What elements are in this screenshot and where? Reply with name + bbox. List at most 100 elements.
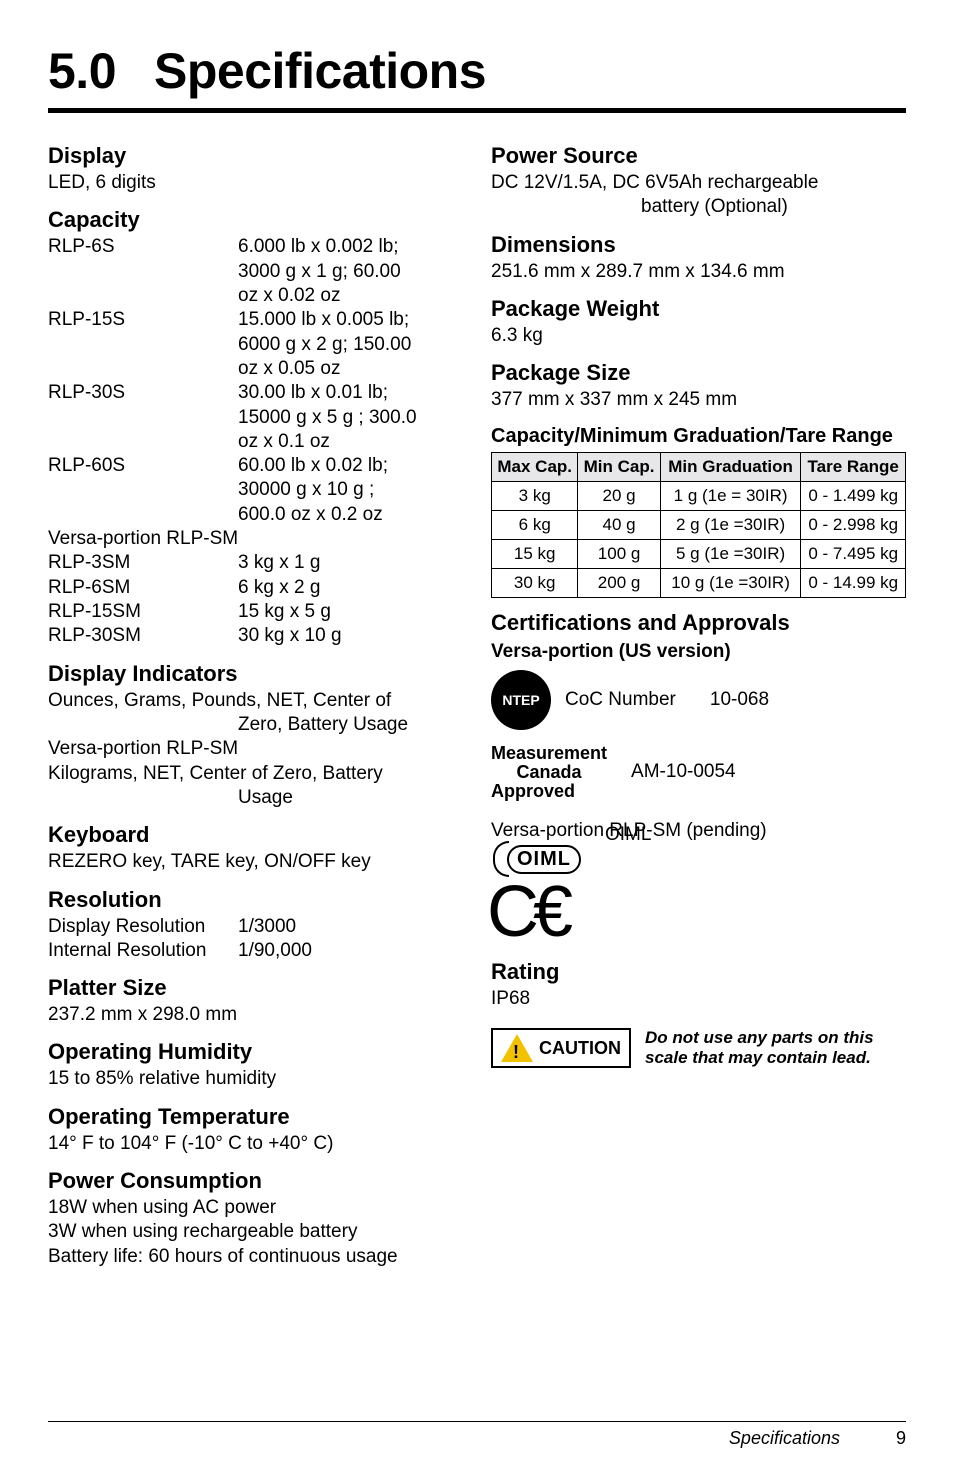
cap-val: 3000 g x 1 g; 60.00 xyxy=(48,260,463,284)
cap-val: 30 kg x 10 g xyxy=(238,624,463,648)
cell: 0 - 14.99 kg xyxy=(801,568,906,597)
heading-humidity: Operating Humidity xyxy=(48,1039,463,1065)
heading-package-weight: Package Weight xyxy=(491,296,906,322)
cell: 0 - 2.998 kg xyxy=(801,510,906,539)
cap-val: 60.00 lb x 0.02 lb; xyxy=(238,454,463,478)
ps-line: DC 12V/1.5A, DC 6V5Ah rechargeable xyxy=(491,171,906,195)
cell: 0 - 7.495 kg xyxy=(801,539,906,568)
oiml-row: OIML OIML xyxy=(491,845,906,874)
left-column: Display LED, 6 digits Capacity RLP-6S6.0… xyxy=(48,131,463,1269)
oiml-text: OIML xyxy=(605,823,651,847)
cap-val: oz x 0.05 oz xyxy=(48,357,463,381)
cell: 2 g (1e =30IR) xyxy=(660,510,801,539)
cell: 10 g (1e =30IR) xyxy=(660,568,801,597)
rating-text: IP68 xyxy=(491,987,906,1011)
cap-val: 600.0 oz x 0.2 oz xyxy=(48,503,463,527)
table-row: 30 kg200 g10 g (1e =30IR)0 - 14.99 kg xyxy=(492,568,906,597)
right-column: Power Source DC 12V/1.5A, DC 6V5Ah recha… xyxy=(491,131,906,1269)
cell: 20 g xyxy=(578,481,660,510)
cap-label: RLP-15SM xyxy=(48,600,238,624)
res-label: Internal Resolution xyxy=(48,939,238,963)
cap-label: RLP-60S xyxy=(48,454,238,478)
temperature-text: 14° F to 104° F (-10° C to +40° C) xyxy=(48,1132,463,1156)
col-header: Min Cap. xyxy=(578,452,660,481)
masthead: 5.0 Specifications xyxy=(48,42,906,113)
table-row: 3 kg20 g1 g (1e = 30IR)0 - 1.499 kg xyxy=(492,481,906,510)
cap-val: 30.00 lb x 0.01 lb; xyxy=(238,381,463,405)
measurement-canada-label: Measurement Canada Approved xyxy=(491,744,607,801)
heading-dimensions: Dimensions xyxy=(491,232,906,258)
di-line: Ounces, Grams, Pounds, NET, Center of xyxy=(48,689,463,713)
cap-val: 6 kg x 2 g xyxy=(238,576,463,600)
cap-label: RLP-30SM xyxy=(48,624,238,648)
platter-text: 237.2 mm x 298.0 mm xyxy=(48,1003,463,1027)
pc-line: 3W when using rechargeable battery xyxy=(48,1220,463,1244)
pkg-size-text: 377 mm x 337 mm x 245 mm xyxy=(491,388,906,412)
heading-capacity: Capacity xyxy=(48,207,463,233)
mc-l1: Measurement xyxy=(491,744,607,763)
heading-keyboard: Keyboard xyxy=(48,822,463,848)
pc-line: 18W when using AC power xyxy=(48,1196,463,1220)
page-title: 5.0 Specifications xyxy=(48,42,906,100)
page-footer: Specifications 9 xyxy=(48,1421,906,1449)
cap-val: 6.000 lb x 0.002 lb; xyxy=(238,235,463,259)
ntep-row: CoC Number 10-068 xyxy=(491,670,906,730)
cap-val: 3 kg x 1 g xyxy=(238,551,463,575)
di-line: Zero, Battery Usage xyxy=(48,713,463,737)
oiml-badge-icon: OIML xyxy=(507,845,581,874)
table-header-row: Max Cap. Min Cap. Min Graduation Tare Ra… xyxy=(492,452,906,481)
cap-label: RLP-3SM xyxy=(48,551,238,575)
pc-line: Battery life: 60 hours of continuous usa… xyxy=(48,1245,463,1269)
heading-platter: Platter Size xyxy=(48,975,463,1001)
table-row: 6 kg40 g2 g (1e =30IR)0 - 2.998 kg xyxy=(492,510,906,539)
heading-rating: Rating xyxy=(491,959,906,985)
cap-val: 15000 g x 5 g ; 300.0 xyxy=(48,406,463,430)
cap-val: 30000 g x 10 g ; xyxy=(48,478,463,502)
cap-val: 15 kg x 5 g xyxy=(238,600,463,624)
cap-label: RLP-15S xyxy=(48,308,238,332)
cap-label: RLP-30S xyxy=(48,381,238,405)
cap-label: RLP-6S xyxy=(48,235,238,259)
section-number: 5.0 xyxy=(48,42,116,100)
humidity-text: 15 to 85% relative humidity xyxy=(48,1067,463,1091)
coc-label: CoC Number xyxy=(565,688,676,712)
measurement-canada-row: Measurement Canada Approved AM-10-0054 xyxy=(491,744,906,801)
col-header: Min Graduation xyxy=(660,452,801,481)
coc-value: 10-068 xyxy=(710,688,769,712)
pkg-weight-text: 6.3 kg xyxy=(491,324,906,348)
heading-display: Display xyxy=(48,143,463,169)
footer-section: Specifications xyxy=(729,1428,840,1449)
col-header: Tare Range xyxy=(801,452,906,481)
section-title: Specifications xyxy=(154,43,486,99)
keyboard-text: REZERO key, TARE key, ON/OFF key xyxy=(48,850,463,874)
ps-line: battery (Optional) xyxy=(491,195,906,219)
am-value: AM-10-0054 xyxy=(631,760,736,784)
cap-val: oz x 0.1 oz xyxy=(48,430,463,454)
caution-note: Do not use any parts on this scale that … xyxy=(645,1028,906,1069)
di-line: Versa-portion RLP-SM xyxy=(48,737,463,761)
ce-mark-icon: C€ xyxy=(487,884,906,942)
ntep-badge-icon xyxy=(491,670,551,730)
caution-badge: CAUTION xyxy=(491,1028,631,1068)
caution-label: CAUTION xyxy=(539,1038,621,1059)
mc-l2: Canada xyxy=(491,763,607,782)
di-line: Usage xyxy=(48,786,463,810)
cell: 30 kg xyxy=(492,568,578,597)
di-line: Kilograms, NET, Center of Zero, Battery xyxy=(48,762,463,786)
dimensions-text: 251.6 mm x 289.7 mm x 134.6 mm xyxy=(491,260,906,284)
res-val: 1/3000 xyxy=(238,915,463,939)
oiml-badge-text: OIML xyxy=(507,845,581,874)
res-label: Display Resolution xyxy=(48,915,238,939)
res-val: 1/90,000 xyxy=(238,939,463,963)
mc-l3: Approved xyxy=(491,782,607,801)
heading-certifications: Certifications and Approvals xyxy=(491,610,906,636)
capacity-table: Max Cap. Min Cap. Min Graduation Tare Ra… xyxy=(491,452,906,598)
heading-temperature: Operating Temperature xyxy=(48,1104,463,1130)
caution-row: CAUTION Do not use any parts on this sca… xyxy=(491,1028,906,1069)
heading-package-size: Package Size xyxy=(491,360,906,386)
cell: 15 kg xyxy=(492,539,578,568)
heading-power-consumption: Power Consumption xyxy=(48,1168,463,1194)
cap-label: RLP-6SM xyxy=(48,576,238,600)
cell: 200 g xyxy=(578,568,660,597)
cell: 0 - 1.499 kg xyxy=(801,481,906,510)
